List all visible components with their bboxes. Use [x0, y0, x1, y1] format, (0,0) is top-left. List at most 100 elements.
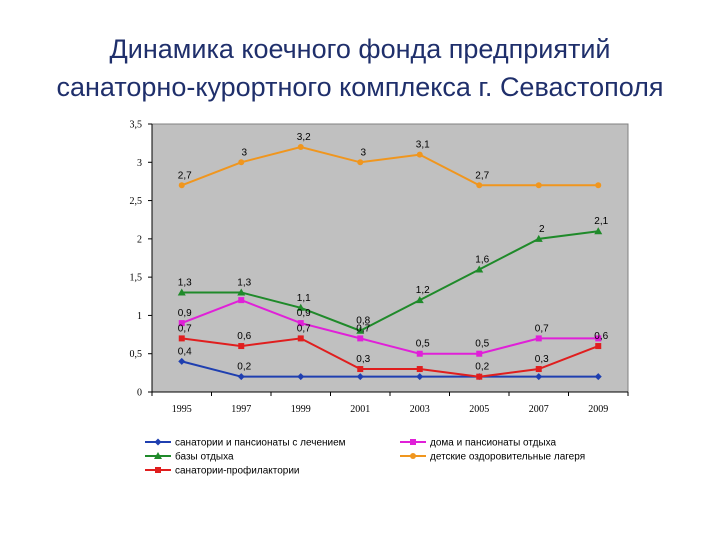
y-tick-label: 3 — [137, 158, 142, 169]
data-label: 0,3 — [535, 354, 549, 365]
data-point — [296, 303, 305, 311]
legend-label: дома и пансионаты отдыха — [430, 438, 557, 449]
data-point — [178, 357, 186, 365]
title-line-2: санаторно-курортного комплекса г. Севаст… — [56, 72, 664, 102]
data-point — [178, 182, 185, 189]
data-label: 3 — [241, 147, 247, 158]
data-label: 3,1 — [416, 140, 430, 151]
data-label: 0,2 — [237, 362, 251, 373]
data-label: 2,7 — [475, 170, 489, 181]
x-tick-label: 2009 — [588, 404, 608, 415]
legend-label: детские оздоровительные лагеря — [430, 452, 585, 463]
data-label: 0,9 — [297, 308, 311, 319]
y-tick-label: 3,5 — [130, 120, 143, 131]
data-point — [416, 366, 423, 373]
legend-swatch-marker — [154, 452, 162, 459]
y-tick-label: 2 — [137, 234, 142, 245]
series-line — [181, 337, 599, 378]
data-point — [534, 234, 543, 242]
data-label: 0,3 — [356, 354, 370, 365]
data-point — [535, 335, 542, 342]
data-point — [297, 373, 305, 381]
series-line — [181, 145, 599, 187]
data-point — [595, 343, 602, 350]
data-point — [237, 373, 245, 381]
data-point — [356, 326, 365, 334]
data-label: 0,7 — [297, 323, 311, 334]
data-label: 2,1 — [594, 216, 608, 227]
legend-swatch-marker — [155, 467, 161, 473]
legend-swatch-marker — [154, 438, 162, 446]
data-label: 0,5 — [475, 339, 489, 350]
data-label: 0,7 — [535, 323, 549, 334]
data-point — [415, 296, 424, 304]
data-label: 2,7 — [178, 170, 192, 181]
data-point — [416, 350, 423, 357]
legend-entry: базы отдыха — [145, 451, 234, 463]
data-point — [416, 373, 424, 381]
data-point — [535, 182, 542, 189]
series-line — [181, 360, 599, 378]
data-label: 2 — [539, 224, 545, 235]
series-3 — [178, 143, 602, 189]
x-tick-label: 1997 — [231, 404, 251, 415]
data-label: 0,7 — [178, 323, 192, 334]
x-tick-label: 2001 — [350, 404, 370, 415]
data-label: 0,2 — [475, 362, 489, 373]
y-tick-label: 0 — [137, 388, 142, 399]
data-label: 3 — [360, 147, 366, 158]
data-label: 0,8 — [356, 316, 370, 327]
legend-swatch-marker — [410, 453, 416, 459]
data-point — [177, 288, 186, 296]
title-line-1: Динамика коечного фонда предприятий — [109, 34, 611, 64]
data-point — [357, 335, 364, 342]
y-tick-label: 1 — [137, 311, 142, 322]
data-point — [595, 182, 602, 189]
x-tick-label: 2003 — [410, 404, 430, 415]
series-2 — [177, 227, 603, 334]
data-label: 1,3 — [237, 277, 251, 288]
data-label: 0,4 — [178, 346, 192, 357]
data-point — [357, 366, 364, 373]
data-point — [595, 335, 602, 342]
data-point — [357, 159, 364, 166]
data-point — [178, 320, 185, 327]
series-line — [181, 230, 599, 332]
series-1 — [178, 297, 602, 357]
x-tick-label: 2007 — [529, 404, 549, 415]
data-point — [178, 335, 185, 342]
data-label: 0,9 — [178, 308, 192, 319]
data-point — [476, 182, 483, 189]
legend-entry: санатории-профилактории — [145, 465, 300, 477]
data-label: 0,6 — [237, 331, 251, 342]
legend-entry: детские оздоровительные лагеря — [400, 452, 585, 463]
series-4 — [178, 335, 602, 380]
data-point — [237, 288, 246, 296]
data-point — [535, 366, 542, 373]
data-point — [297, 143, 304, 150]
data-point — [416, 151, 423, 158]
data-point — [476, 373, 483, 380]
data-label: 1,2 — [416, 285, 430, 296]
data-label: 1,3 — [178, 277, 192, 288]
data-point — [238, 297, 245, 304]
data-point — [476, 350, 483, 357]
data-point — [356, 373, 364, 381]
data-label: 0,7 — [356, 323, 370, 334]
x-tick-label: 2005 — [469, 404, 489, 415]
series-0 — [178, 357, 602, 381]
data-point — [594, 227, 603, 235]
data-point — [238, 343, 245, 350]
legend-label: базы отдыха — [175, 451, 234, 463]
x-tick-label: 1999 — [291, 404, 311, 415]
data-label: 3,2 — [297, 132, 311, 143]
legend-label: санатории-профилактории — [175, 465, 300, 477]
x-tick-label: 1995 — [172, 404, 192, 415]
data-label: 0,6 — [594, 331, 608, 342]
data-point — [535, 373, 543, 381]
y-tick-label: 0,5 — [130, 349, 143, 360]
data-label: 0,5 — [416, 339, 430, 350]
chart-title: Динамика коечного фонда предприятий сана… — [0, 30, 720, 106]
legend-swatch-marker — [410, 439, 416, 445]
